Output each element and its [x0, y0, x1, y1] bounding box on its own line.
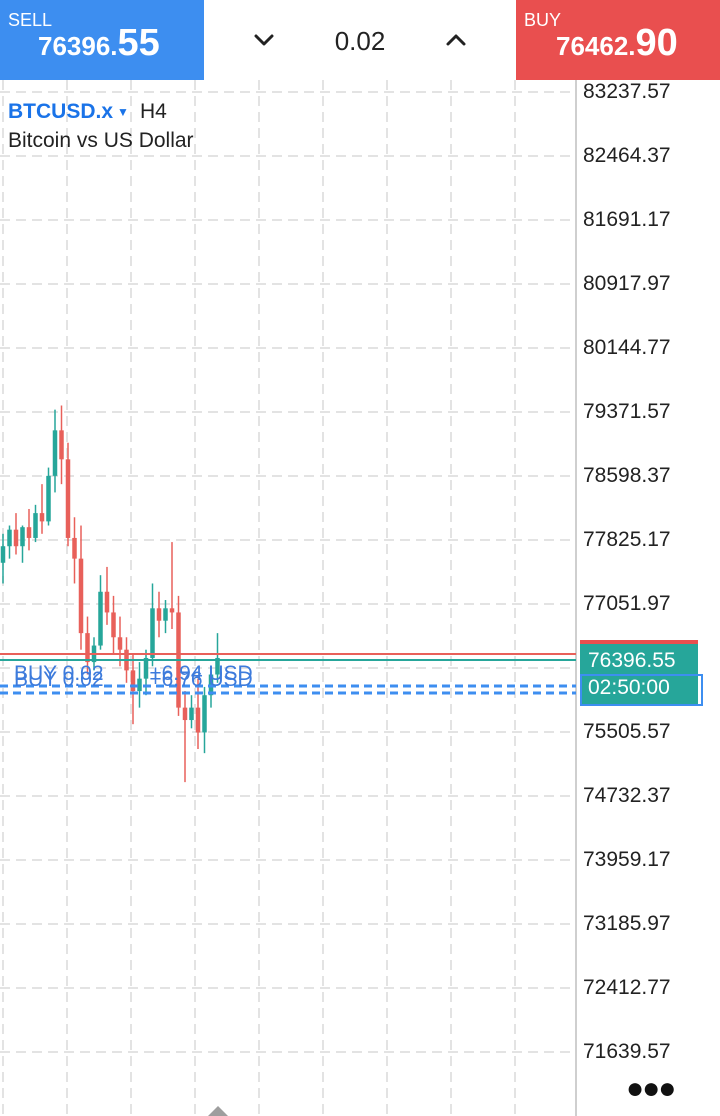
chart-grid — [0, 80, 576, 1116]
sell-price: 76396.55 — [38, 22, 160, 65]
symbol-name: BTCUSD.x — [8, 100, 114, 123]
candle-bear — [130, 670, 136, 692]
candle-bull — [0, 546, 6, 563]
price-axis-label: 77051.97 — [583, 592, 671, 615]
buy-price-main: 76462. — [556, 31, 636, 61]
position-profit-1: +6.94 USD — [149, 662, 253, 685]
candle-bear — [104, 591, 110, 613]
price-axis-label: 80917.97 — [583, 272, 671, 295]
chevron-down-icon[interactable] — [246, 22, 282, 58]
current-bid-price: 76396.55 — [588, 649, 676, 672]
sell-price-main: 76396. — [38, 31, 118, 61]
candle-bull — [20, 527, 25, 547]
candle-bull — [163, 608, 168, 621]
candle-bull — [189, 707, 194, 721]
trade-toolbar: SELL 76396.55 0.02 BUY 76462.90 — [0, 0, 720, 80]
candle-bear — [117, 637, 123, 650]
price-axis-label: 73959.17 — [583, 848, 671, 871]
price-axis-label: 82464.37 — [583, 144, 671, 167]
lot-size-value[interactable]: 0.02 — [334, 26, 386, 56]
price-axis-label: 77825.17 — [583, 528, 671, 551]
price-axis-label: 81691.17 — [583, 208, 671, 231]
candle-bull — [52, 430, 58, 476]
price-axis-label: 74732.37 — [583, 784, 671, 807]
buy-button[interactable]: BUY 76462.90 — [516, 0, 720, 80]
price-axis-label: 80144.77 — [583, 336, 671, 359]
candle-bear — [156, 608, 162, 621]
candle-bull — [98, 591, 103, 646]
buy-price: 76462.90 — [556, 22, 678, 65]
candle-bear — [85, 633, 90, 663]
price-axis-label: 83237.57 — [583, 80, 671, 103]
candle-bear — [59, 430, 64, 460]
position-label-2[interactable]: BUY 0.02 +6.76 USD — [14, 668, 253, 692]
price-axis-label: 71639.57 — [583, 1040, 671, 1063]
position-label-1-text: BUY 0.02 — [14, 662, 104, 685]
candle-bear — [78, 558, 84, 634]
sell-label: SELL — [8, 10, 53, 30]
position-profit-2: +6.76 USD — [149, 668, 253, 691]
buy-label: BUY — [524, 10, 562, 30]
buy-price-big: 90 — [635, 22, 678, 64]
candle-bear — [26, 527, 32, 538]
price-axis-label: 72412.77 — [583, 976, 671, 999]
candle-bull — [46, 475, 51, 522]
price-axis-label: 78598.37 — [583, 464, 671, 487]
sell-price-big: 55 — [117, 22, 160, 64]
dropdown-triangle-icon: ▼ — [117, 105, 129, 120]
price-axis-label: 75505.57 — [583, 720, 671, 743]
price-axis-label: 79371.57 — [583, 400, 671, 423]
candle-bull — [202, 695, 207, 733]
candle-bear — [72, 537, 77, 559]
timeframe-label[interactable]: H4 — [140, 100, 167, 123]
more-options-icon[interactable]: ●●● — [626, 1072, 676, 1105]
candle-bull — [215, 657, 220, 675]
candle-bull — [7, 529, 12, 547]
symbol-description: Bitcoin vs US Dollar — [8, 129, 194, 152]
price-axis-label: 73185.97 — [583, 912, 671, 935]
chevron-up-icon[interactable] — [438, 22, 474, 58]
candle-bear — [65, 459, 71, 538]
symbol-selector[interactable]: BTCUSD.x ▼ — [8, 100, 129, 124]
candle-bull — [150, 608, 155, 658]
position-label-2-text: BUY 0.02 — [14, 668, 104, 691]
candles — [0, 405, 220, 783]
price-chart[interactable] — [0, 80, 720, 1116]
sell-button[interactable]: SELL 76396.55 — [0, 0, 204, 80]
candle-bear — [39, 513, 45, 522]
candle-bull — [143, 657, 149, 679]
lot-size-control: 0.02 — [204, 0, 516, 80]
candle-bear — [195, 707, 201, 733]
candle-bull — [33, 513, 38, 538]
candle-bear — [111, 612, 116, 638]
candle-bear — [182, 707, 188, 721]
scroll-up-handle-icon[interactable] — [206, 1104, 230, 1116]
position-label-1[interactable]: BUY 0.02 +6.94 USD — [14, 662, 253, 686]
bar-countdown: 02:50:00 — [588, 676, 670, 699]
candle-bull — [137, 678, 142, 692]
candle-bear — [169, 608, 175, 613]
current-price-badge: 76396.55 02:50:00 — [580, 644, 698, 704]
candle-bear — [13, 529, 19, 547]
